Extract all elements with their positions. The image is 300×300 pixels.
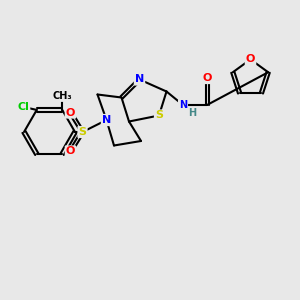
Text: O: O [246,54,255,64]
Text: CH₃: CH₃ [52,92,72,101]
Text: S: S [155,110,163,121]
Text: H: H [188,108,196,118]
Text: N: N [135,74,144,85]
Text: O: O [202,73,212,83]
Text: N: N [102,115,111,125]
Text: Cl: Cl [17,102,29,112]
Text: O: O [66,107,75,118]
Text: S: S [79,127,86,137]
Text: O: O [66,146,75,157]
Text: N: N [179,100,187,110]
